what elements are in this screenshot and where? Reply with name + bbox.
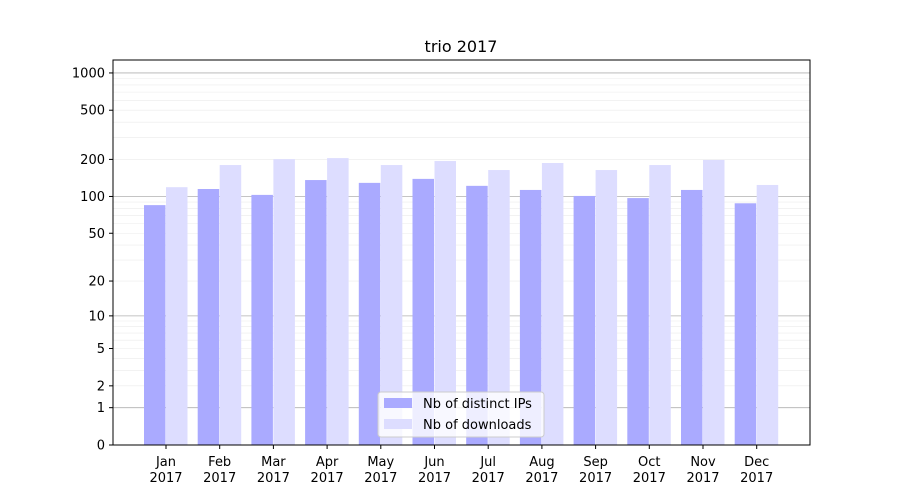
bar-downloads [434,161,456,445]
bar-distinct-ips [358,182,381,445]
x-tick-label: Feb [208,455,231,470]
bar-downloads [488,170,510,446]
x-tick-label: Mar [261,455,286,470]
bar-downloads [703,159,725,446]
x-tick-label: 2017 [579,471,612,486]
bar-distinct-ips [519,189,542,445]
x-tick-label: Jul [479,455,496,470]
legend-box [377,391,545,438]
y-tick-label: 50 [88,227,105,242]
y-tick-label: 0 [97,439,105,454]
legend-swatch [384,398,412,408]
bar-distinct-ips [627,198,649,445]
bar-distinct-ips [305,180,327,446]
bar-distinct-ips [734,203,757,445]
x-tick-label: Oct [638,455,660,470]
y-tick-label: 5 [97,342,105,357]
bar-downloads [649,165,671,445]
legend-label: Nb of downloads [423,418,532,433]
x-tick-label: 2017 [740,471,773,486]
bar-downloads [219,165,242,445]
bar-downloads [541,163,564,445]
bar-distinct-ips [412,178,434,445]
x-tick-label: Jun [423,455,444,470]
x-tick-label: 2017 [149,471,182,486]
x-tick-label: Dec [744,455,769,470]
x-tick-label: 2017 [257,471,290,486]
bar-distinct-ips [144,205,166,445]
x-tick-label: 2017 [633,471,666,486]
bar-downloads [327,158,349,446]
bar-downloads [756,184,779,445]
x-tick-label: Sep [583,455,608,470]
bar-distinct-ips [681,189,703,445]
y-tick-label: 20 [88,275,105,290]
x-tick-label: 2017 [686,471,719,486]
y-tick-label: 1 [97,401,105,416]
x-tick-label: May [367,455,394,470]
x-tick-label: 2017 [418,471,451,486]
x-tick-label: Aug [529,455,554,470]
legend-label: Nb of distinct IPs [423,397,532,412]
bar-distinct-ips [573,195,596,445]
bar-distinct-ips [251,194,273,445]
x-tick-label: 2017 [472,471,505,486]
x-tick-label: Nov [690,455,716,470]
y-tick-label: 100 [80,190,105,205]
x-tick-label: Apr [316,455,339,470]
legend-swatch [384,419,412,429]
bar-distinct-ips [197,189,220,445]
x-tick-label: 2017 [525,471,558,486]
bar-downloads [273,159,295,446]
chart-title: trio 2017 [425,37,498,56]
bar-downloads [380,165,403,445]
x-tick-label: 2017 [203,471,236,486]
plot-frame [112,59,811,446]
x-tick-label: 2017 [364,471,397,486]
bar-downloads [166,187,188,445]
y-tick-label: 200 [80,153,105,168]
y-tick-label: 500 [80,104,105,119]
y-tick-label: 2 [97,379,105,394]
x-tick-label: 2017 [311,471,344,486]
y-tick-label: 10 [88,309,105,324]
bar-downloads [595,170,618,446]
bar-distinct-ips [466,185,488,446]
y-tick-label: 1000 [72,66,105,81]
x-tick-label: Jan [155,455,176,470]
